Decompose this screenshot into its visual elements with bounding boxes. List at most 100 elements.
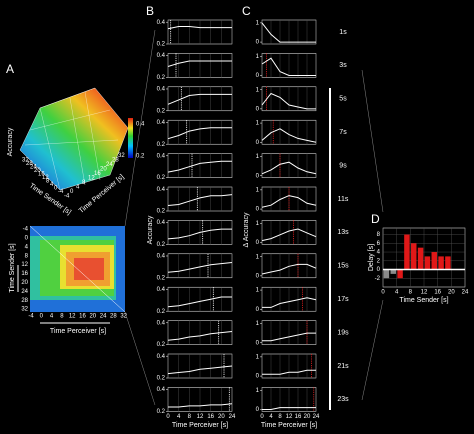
tick-label: 32 (120, 314, 127, 320)
row-label: 3s (339, 62, 347, 69)
y-axis-label: Delay [s] (368, 244, 375, 271)
tick-label: 16 (94, 171, 101, 177)
line (261, 92, 316, 110)
tick-label: 24 (100, 314, 107, 320)
y-tick-label: 1 (256, 20, 260, 26)
tick-label: 20 (89, 314, 96, 320)
bar (397, 269, 403, 279)
colorbar-label: 0.4 (136, 122, 145, 128)
heatmap-cell (74, 258, 104, 280)
tick-label: 32 (118, 153, 125, 159)
y-tick-label: 0.2 (157, 376, 166, 382)
bar (438, 256, 444, 270)
x-tick-label: 20 (448, 290, 455, 296)
row-label: 5s (339, 96, 347, 103)
y-tick-label: 4 (377, 250, 381, 256)
y-tick-label: 0 (256, 374, 260, 380)
bar (417, 247, 424, 270)
tick-label: 28 (110, 314, 117, 320)
tick-label: 24 (30, 165, 37, 171)
y-tick-label: 0.4 (157, 187, 166, 193)
row-label: 1s (339, 29, 347, 36)
x-axis-label: Time Sender [s] (399, 297, 448, 304)
tick-label: 0 (40, 314, 44, 320)
line (167, 127, 232, 140)
y-tick-label: 0 (256, 106, 260, 112)
y-tick-label: 0.4 (157, 320, 166, 326)
line (167, 262, 233, 273)
x-axis-label: Time Perceiver [s] (172, 422, 228, 429)
tick-label: 12 (21, 262, 28, 268)
y-tick-label: 0 (256, 40, 260, 46)
y-tick-label: 0.4 (157, 120, 166, 126)
axis-label: Time Sender [s] (9, 243, 16, 292)
y-axis-label: Accuracy (147, 215, 154, 244)
x-axis-label: Time Perceiver [s] (261, 422, 317, 429)
y-tick-label: 0.4 (157, 254, 166, 260)
line (261, 263, 317, 275)
row-label: 23s (337, 396, 349, 403)
line (261, 57, 316, 76)
line (261, 161, 317, 175)
line (261, 195, 317, 208)
axis-label: Accuracy (7, 127, 14, 156)
x-tick-label: 8 (278, 414, 282, 420)
tick-label: 4 (76, 185, 80, 191)
tick-label: -4 (28, 314, 34, 320)
y-tick-label: 1 (256, 187, 260, 193)
y-tick-label: 0 (256, 207, 260, 213)
y-tick-label: 0.4 (157, 220, 166, 226)
tick-label: 28 (112, 158, 119, 164)
panel-label: C (242, 4, 251, 18)
row-label: 15s (337, 263, 349, 270)
row-label: 9s (339, 162, 347, 169)
tick-label: 12 (88, 176, 95, 182)
y-tick-label: 0.4 (157, 387, 166, 393)
x-tick-label: 12 (286, 414, 293, 420)
y-tick-label: 0.2 (157, 275, 166, 281)
line (167, 331, 233, 341)
bar (390, 269, 396, 274)
tick-label: 4 (50, 314, 54, 320)
tick-label: -4 (64, 194, 70, 200)
y-tick-label: 1 (256, 221, 260, 227)
tick-label: 16 (79, 314, 86, 320)
line (262, 407, 316, 410)
x-tick-label: 16 (434, 290, 441, 296)
x-tick-label: 20 (218, 414, 225, 420)
x-tick-label: 0 (166, 414, 170, 420)
y-tick-label: 0.4 (157, 20, 166, 26)
surface-mesh (24, 87, 119, 191)
connector (124, 311, 156, 406)
tick-label: 4 (25, 244, 29, 250)
line (261, 22, 316, 43)
line (167, 296, 232, 308)
x-tick-label: 24 (313, 414, 320, 420)
y-tick-label: 0.2 (157, 342, 166, 348)
y-tick-label: 0.4 (157, 87, 166, 93)
colorbar (128, 118, 133, 158)
x-tick-label: 16 (207, 414, 214, 420)
tick-label: 20 (34, 168, 41, 174)
line (167, 194, 233, 206)
x-tick-label: 0 (381, 290, 385, 296)
y-tick-label: 1 (256, 254, 260, 260)
tick-label: 16 (38, 172, 45, 178)
line (167, 228, 232, 240)
y-axis-label: Δ Accuracy (243, 212, 250, 248)
tick-label: 8 (46, 179, 50, 185)
x-tick-label: 24 (229, 414, 236, 420)
x-tick-label: 24 (462, 290, 469, 296)
y-tick-label: -2 (375, 276, 381, 282)
tick-label: 0 (70, 189, 74, 195)
y-tick-label: 0.2 (157, 242, 166, 248)
tick-label: 16 (21, 271, 28, 277)
row-label: 19s (337, 329, 349, 336)
line (262, 297, 317, 308)
tick-label: 20 (21, 280, 28, 286)
x-tick-label: 4 (177, 414, 181, 420)
y-tick-label: 0.4 (157, 153, 166, 159)
y-tick-label: 0.4 (157, 287, 166, 293)
y-tick-label: 0.2 (157, 309, 166, 315)
